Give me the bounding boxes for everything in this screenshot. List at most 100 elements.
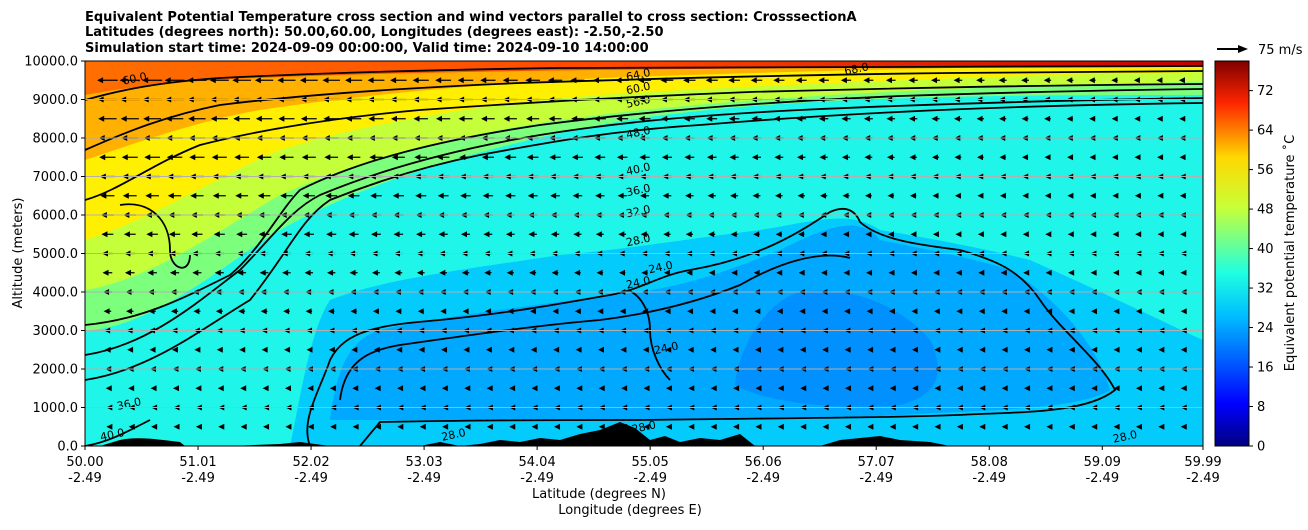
wind-vector <box>167 192 182 199</box>
wind-vector <box>705 77 718 84</box>
wind-vector <box>643 423 650 430</box>
wind-vector <box>531 385 538 392</box>
wind-vector <box>933 308 940 315</box>
wind-vector <box>189 154 205 161</box>
wind-vector <box>171 346 178 353</box>
wind-vector <box>687 308 694 315</box>
wind-vector <box>97 77 118 84</box>
wind-vector <box>1088 77 1096 84</box>
wind-vector <box>507 308 514 315</box>
wind-vector <box>99 154 116 161</box>
wind-vector <box>593 115 606 122</box>
wind-vector <box>330 423 337 430</box>
wind-vector <box>390 115 406 122</box>
wind-vector <box>173 423 180 430</box>
wind-vector <box>372 308 380 315</box>
wind-vector <box>683 115 695 122</box>
wind-vector <box>352 385 359 392</box>
contour-52 <box>85 88 1203 326</box>
colorbar-ticks: 0 8 16 24 32 40 48 56 64 72 <box>1249 84 1274 455</box>
wind-vector <box>148 308 156 315</box>
wind-vector <box>773 77 785 84</box>
wind-vector <box>195 423 202 430</box>
wind-vector <box>279 154 294 161</box>
wind-vector <box>1158 423 1165 430</box>
wind-vector <box>193 308 201 315</box>
wind-vector <box>145 192 159 199</box>
wind-vector <box>1113 346 1120 353</box>
wind-vector <box>283 308 290 315</box>
wind-vector <box>799 308 806 315</box>
wind-vector <box>397 423 404 430</box>
wind-vector <box>642 346 649 353</box>
wind-vector <box>529 269 537 276</box>
wind-vector <box>864 154 873 161</box>
contour-label: 28.0 <box>440 426 467 444</box>
wind-vector <box>368 115 384 122</box>
wind-vector <box>688 385 695 392</box>
wind-vector <box>526 154 539 161</box>
wind-vector <box>844 346 851 353</box>
wind-vector <box>1158 308 1165 315</box>
wind-vector <box>322 77 340 84</box>
wind-vector <box>1113 385 1120 392</box>
wind-vector <box>345 115 362 122</box>
wind-vector <box>910 269 917 276</box>
wind-vector <box>352 423 359 430</box>
wind-vector <box>392 192 405 199</box>
wind-vector <box>346 154 361 161</box>
contour-label: 40.0 <box>625 160 652 178</box>
wind-vector <box>729 154 739 161</box>
wind-vector <box>1089 115 1096 122</box>
wind-vector <box>953 77 963 84</box>
wind-vector <box>150 385 157 392</box>
wind-vector <box>122 192 137 199</box>
wind-vector <box>797 192 805 199</box>
wind-vector <box>1046 385 1053 392</box>
wind-vector <box>255 115 273 122</box>
chart-title-line2: Latitudes (degrees north): 50.00,60.00, … <box>85 25 664 40</box>
wind-vector <box>840 77 852 84</box>
wind-vector <box>1112 192 1119 199</box>
wind-vector <box>822 423 829 430</box>
wind-vector <box>235 192 249 199</box>
wind-vector <box>1091 346 1098 353</box>
wind-vector <box>191 231 203 238</box>
wind-vector <box>233 115 251 122</box>
wind-vector <box>592 77 607 84</box>
x-axis: 50.00-2.4951.01-2.4952.02-2.4953.03-2.49… <box>66 446 1222 486</box>
wind-vector <box>350 308 357 315</box>
wind-vector <box>166 154 183 161</box>
colorbar-tick-label: 64 <box>1257 124 1274 139</box>
wind-vector <box>911 346 918 353</box>
wind-vector <box>1068 269 1075 276</box>
wind-vector <box>867 346 874 353</box>
wind-vector <box>1089 192 1096 199</box>
wind-vector <box>842 192 850 199</box>
wind-vector <box>617 192 627 199</box>
wind-vector <box>819 154 828 161</box>
plot-area: 64.060.056.048.040.036.032.028.024.024.0… <box>85 61 1203 446</box>
wind-vector <box>1045 269 1052 276</box>
wind-vector <box>391 154 405 161</box>
wind-vector <box>909 192 917 199</box>
wind-vector <box>576 423 583 430</box>
y-tick-label: 0.0 <box>57 440 78 455</box>
wind-vector <box>866 269 873 276</box>
wind-vector <box>529 308 536 315</box>
contour-loop-a <box>119 203 191 269</box>
wind-vector <box>457 77 474 84</box>
wind-vector <box>663 269 670 276</box>
wind-vector <box>327 269 336 276</box>
wind-vector <box>638 115 651 122</box>
wind-vector <box>1022 192 1029 199</box>
wind-vector <box>822 385 829 392</box>
wind-vector <box>260 308 268 315</box>
wind-vector <box>818 115 829 122</box>
wind-vector <box>665 346 672 353</box>
terrain <box>85 422 950 446</box>
wind-vector <box>755 423 762 430</box>
wind-vector <box>867 385 874 392</box>
wind-vector <box>396 346 403 353</box>
y-tick-label: 2000.0 <box>33 363 79 378</box>
